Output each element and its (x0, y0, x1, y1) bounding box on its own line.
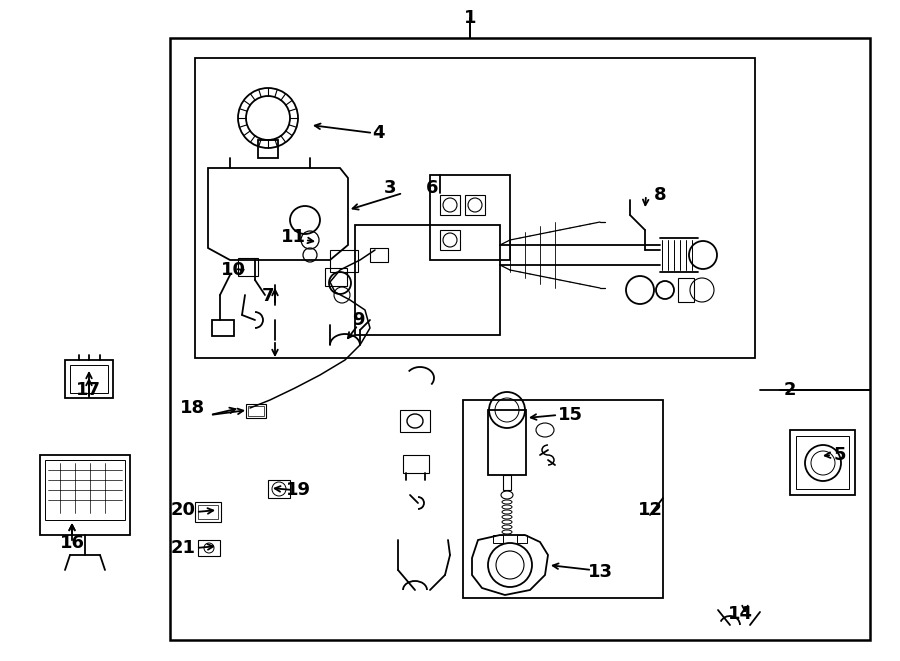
Text: 11: 11 (281, 228, 305, 246)
Text: 2: 2 (784, 381, 796, 399)
Text: 20: 20 (170, 501, 195, 519)
Bar (678, 278, 694, 302)
Bar (212, 320, 234, 336)
Bar (790, 430, 855, 495)
Bar (238, 258, 258, 276)
Bar (170, 38, 870, 640)
Text: 16: 16 (59, 534, 85, 552)
Text: 15: 15 (557, 406, 582, 424)
Bar (325, 268, 347, 286)
Text: 21: 21 (170, 539, 195, 557)
Bar (355, 225, 500, 335)
Text: 18: 18 (180, 399, 205, 417)
Bar (258, 140, 278, 158)
Bar (198, 505, 218, 519)
Text: 1: 1 (464, 9, 476, 27)
Bar (370, 248, 388, 262)
Text: 5: 5 (833, 446, 846, 464)
Bar (45, 460, 125, 520)
Text: 8: 8 (653, 186, 666, 204)
Bar (430, 175, 510, 260)
Bar (70, 365, 108, 393)
Text: 9: 9 (352, 311, 365, 329)
Bar (440, 230, 460, 250)
Text: 4: 4 (372, 124, 384, 142)
Text: 19: 19 (285, 481, 310, 499)
Bar (40, 455, 130, 535)
Bar (65, 360, 113, 398)
Text: 10: 10 (220, 261, 246, 279)
Bar (465, 195, 485, 215)
Text: 14: 14 (727, 605, 752, 623)
Bar (517, 535, 527, 543)
Bar (403, 455, 429, 473)
Text: 13: 13 (588, 563, 613, 581)
Bar (198, 540, 220, 556)
Bar (488, 410, 526, 475)
Text: 17: 17 (76, 381, 101, 399)
Text: 6: 6 (426, 179, 438, 197)
Text: 12: 12 (637, 501, 662, 519)
Bar (246, 404, 266, 418)
Bar (195, 58, 755, 358)
Bar (195, 502, 221, 522)
Bar (503, 475, 511, 490)
Bar (493, 535, 503, 543)
Bar (440, 195, 460, 215)
Bar (796, 436, 849, 489)
Text: 7: 7 (262, 287, 274, 305)
Bar (268, 480, 290, 498)
Bar (463, 400, 663, 598)
Bar (248, 406, 264, 416)
Text: 3: 3 (383, 179, 396, 197)
Bar (400, 410, 430, 432)
Bar (330, 250, 358, 272)
